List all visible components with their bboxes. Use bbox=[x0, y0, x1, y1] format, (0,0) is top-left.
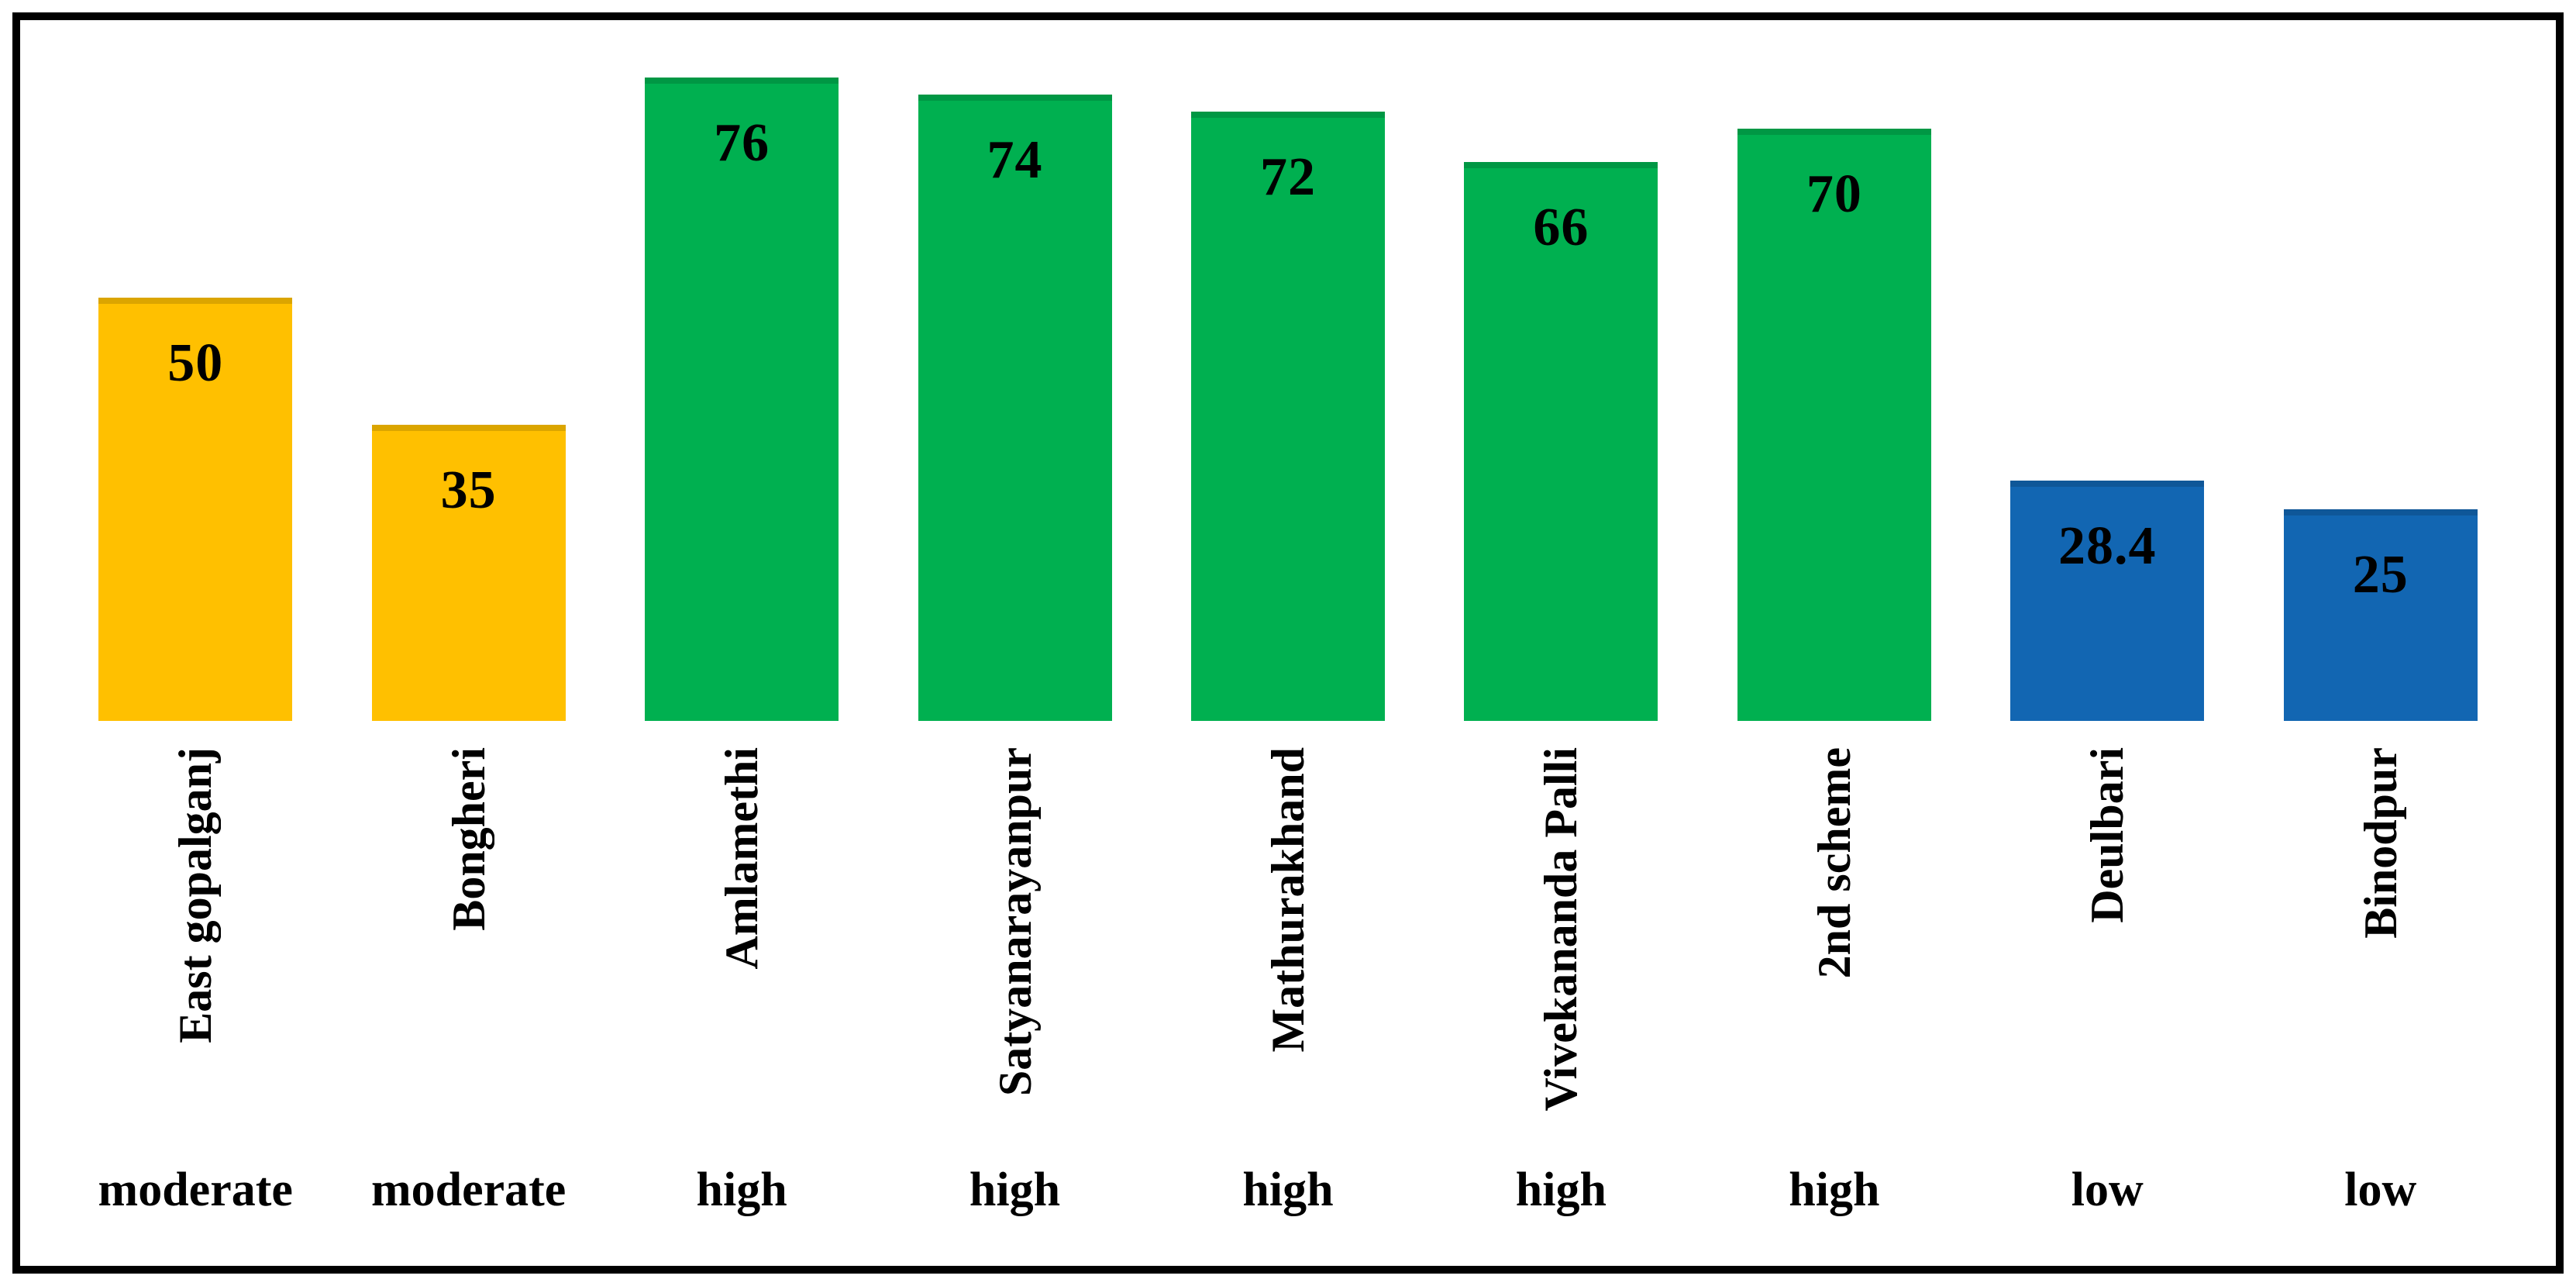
level-label-amlamethi: high bbox=[696, 1164, 787, 1216]
bar-amlamethi: 76 bbox=[645, 78, 839, 721]
category-label-slot-2nd-scheme: 2nd scheme bbox=[1698, 721, 1971, 1108]
category-label-mathurakhand: Mathurakhand bbox=[1262, 747, 1314, 1053]
level-label-slot-deulbari: low bbox=[1971, 1132, 2244, 1248]
bar-value-label: 74 bbox=[987, 130, 1043, 190]
bar-slot-satyanarayanpur: 74 bbox=[878, 95, 1151, 721]
category-label-binodpur: Binodpur bbox=[2354, 747, 2406, 939]
level-label-2nd-scheme: high bbox=[1789, 1164, 1880, 1216]
bar-slot-2nd-scheme: 70 bbox=[1698, 129, 1971, 721]
bar-slot-deulbari: 28.4 bbox=[1971, 481, 2244, 721]
category-label-slot-mathurakhand: Mathurakhand bbox=[1152, 721, 1424, 1108]
bar-deulbari: 28.4 bbox=[2010, 481, 2205, 721]
level-label-slot-satyanarayanpur: high bbox=[878, 1132, 1151, 1248]
bar-vivekananda-palli: 66 bbox=[1464, 162, 1658, 721]
category-label-slot-binodpur: Binodpur bbox=[2244, 721, 2517, 1108]
bar-value-label: 35 bbox=[440, 460, 497, 520]
level-labels-row: moderate moderate high high high high high low l… bbox=[59, 1132, 2517, 1248]
bar-slot-vivekananda-palli: 66 bbox=[1424, 162, 1697, 721]
chart-border-frame: 50 35 76 74 72 66 70 28.4 25 East gopalganj Bongh… bbox=[12, 12, 2564, 1274]
level-label-slot-vivekananda-palli: high bbox=[1424, 1132, 1697, 1248]
level-label-vivekananda-palli: high bbox=[1515, 1164, 1607, 1216]
bar-slot-east-gopalganj: 50 bbox=[59, 298, 332, 721]
category-labels-row: East gopalganj Bongheri Amlamethi Satyanara… bbox=[59, 721, 2517, 1112]
category-label-bongheri: Bongheri bbox=[443, 747, 494, 931]
category-label-deulbari: Deulbari bbox=[2082, 747, 2133, 923]
category-label-slot-satyanarayanpur: Satyanarayanpur bbox=[878, 721, 1151, 1108]
bar-value-label: 28.4 bbox=[2058, 516, 2157, 576]
bar-slot-bongheri: 35 bbox=[332, 425, 604, 721]
level-label-slot-amlamethi: high bbox=[605, 1132, 878, 1248]
category-label-slot-bongheri: Bongheri bbox=[332, 721, 604, 1108]
category-label-slot-vivekananda-palli: Vivekananda Palli bbox=[1424, 721, 1697, 1112]
bar-value-label: 70 bbox=[1806, 164, 1862, 224]
level-label-deulbari: low bbox=[2071, 1164, 2144, 1216]
bars-area: 50 35 76 74 72 66 70 28.4 25 bbox=[59, 20, 2517, 721]
level-label-bongheri: moderate bbox=[370, 1164, 567, 1216]
category-label-east-gopalganj: East gopalganj bbox=[170, 747, 222, 1043]
bar-binodpur: 25 bbox=[2283, 509, 2478, 721]
bar-east-gopalganj: 50 bbox=[98, 298, 293, 721]
bar-slot-mathurakhand: 72 bbox=[1152, 112, 1424, 721]
bar-value-label: 72 bbox=[1259, 147, 1316, 207]
bar-2nd-scheme: 70 bbox=[1737, 129, 1931, 721]
level-label-slot-east-gopalganj: moderate bbox=[59, 1132, 332, 1248]
level-label-binodpur: low bbox=[2344, 1164, 2417, 1216]
category-label-2nd-scheme: 2nd scheme bbox=[1808, 747, 1860, 979]
bar-slot-binodpur: 25 bbox=[2244, 509, 2517, 721]
level-label-east-gopalganj: moderate bbox=[98, 1164, 293, 1216]
bar-mathurakhand: 72 bbox=[1190, 112, 1385, 721]
bar-slot-amlamethi: 76 bbox=[605, 78, 878, 721]
level-label-satyanarayanpur: high bbox=[969, 1164, 1061, 1216]
level-label-slot-binodpur: low bbox=[2244, 1132, 2517, 1248]
bar-satyanarayanpur: 74 bbox=[918, 95, 1112, 721]
bar-value-label: 66 bbox=[1533, 198, 1589, 257]
category-label-slot-deulbari: Deulbari bbox=[1971, 721, 2244, 1108]
bar-value-label: 50 bbox=[167, 333, 224, 393]
category-label-amlamethi: Amlamethi bbox=[716, 747, 768, 970]
category-label-slot-east-gopalganj: East gopalganj bbox=[59, 721, 332, 1108]
level-label-slot-bongheri: moderate bbox=[332, 1132, 604, 1248]
level-label-slot-2nd-scheme: high bbox=[1698, 1132, 1971, 1248]
category-label-slot-amlamethi: Amlamethi bbox=[605, 721, 878, 1108]
level-label-slot-mathurakhand: high bbox=[1152, 1132, 1424, 1248]
level-label-mathurakhand: high bbox=[1242, 1164, 1334, 1216]
bar-value-label: 76 bbox=[714, 113, 770, 173]
bar-bongheri: 35 bbox=[371, 425, 566, 721]
category-label-satyanarayanpur: Satyanarayanpur bbox=[989, 747, 1041, 1097]
bar-value-label: 25 bbox=[2352, 545, 2409, 605]
category-label-vivekananda-palli: Vivekananda Palli bbox=[1535, 747, 1587, 1112]
